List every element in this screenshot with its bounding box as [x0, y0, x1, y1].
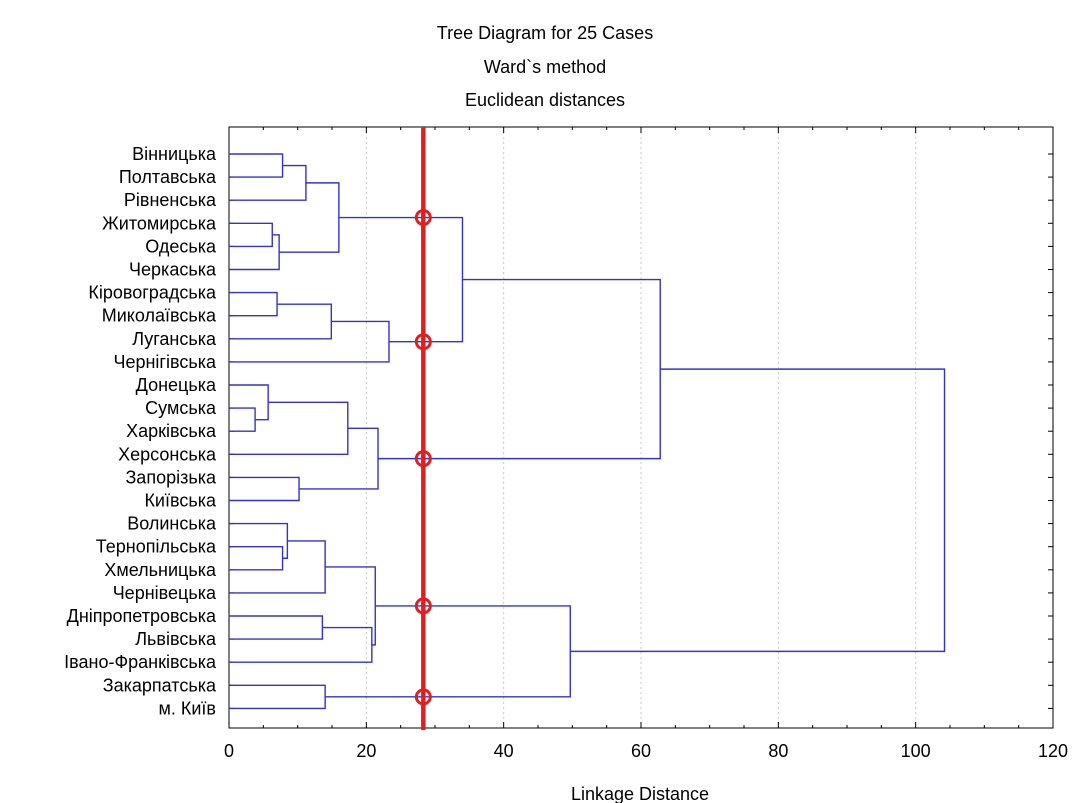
leaf-label-12: Харківська [126, 421, 217, 441]
branch-merge-23 [570, 368, 946, 653]
leaf-label-1: Полтавська [119, 167, 217, 187]
x-tick-label-5: 100 [901, 741, 931, 761]
branch-merge-22 [325, 605, 571, 698]
leaf-label-11: Сумська [145, 398, 217, 418]
x-tick-label-4: 80 [768, 741, 788, 761]
leaf-label-18: Хмельницька [104, 560, 217, 580]
leaf-label-0: Вінницька [132, 144, 217, 164]
branch-merge-21 [229, 684, 326, 710]
branch-merge-16 [229, 522, 289, 559]
dendrogram-branches [229, 153, 946, 710]
x-tick-label-6: 120 [1038, 741, 1068, 761]
branch-merge-6 [229, 303, 333, 340]
branch-merge-1 [229, 164, 307, 201]
branch-merge-14 [378, 278, 661, 460]
leaf-label-7: Миколаївська [102, 306, 217, 326]
branch-merge-17 [229, 540, 326, 594]
cut-marker-2 [414, 450, 432, 468]
chart-title: Tree Diagram for 25 Cases [437, 23, 653, 43]
leaf-label-4: Одеська [145, 236, 217, 256]
branch-merge-0 [229, 153, 284, 178]
leaf-label-6: Кіровоградська [88, 283, 217, 303]
branch-merge-7 [229, 320, 390, 363]
leaf-label-20: Дніпропетровська [67, 606, 217, 626]
branch-merge-9 [229, 407, 256, 432]
x-tick-label-3: 60 [631, 741, 651, 761]
x-axis: 0 20 40 60 80 100 120 [224, 127, 1068, 761]
leaf-label-19: Чернівецька [113, 583, 217, 603]
branch-merge-11 [229, 401, 349, 455]
branch-merge-20 [325, 566, 376, 646]
cut-marker-4 [414, 688, 432, 706]
leaf-label-15: Київська [144, 491, 217, 511]
branch-merge-10 [229, 384, 269, 421]
branch-merge-5 [229, 291, 278, 317]
leaf-label-21: Львівська [135, 629, 217, 649]
x-tick-label-2: 40 [494, 741, 514, 761]
cut-marker-0 [414, 209, 432, 227]
chart-subtitle-distance: Euclidean distances [465, 90, 625, 110]
branch-merge-12 [229, 476, 300, 502]
cut-marker-1 [414, 333, 432, 351]
leaf-label-13: Херсонська [118, 444, 217, 464]
leaf-labels: Вінницька Полтавська Рівненська Житомирська… [64, 144, 217, 718]
cut-marker-3 [414, 597, 432, 615]
leaf-label-24: м. Київ [159, 698, 216, 718]
x-axis-title: Linkage Distance [571, 784, 709, 803]
leaf-label-23: Закарпатська [103, 675, 217, 695]
leaf-label-5: Черкаська [129, 260, 217, 280]
leaf-label-3: Житомирська [102, 213, 217, 233]
x-tick-label-1: 20 [356, 741, 376, 761]
branch-merge-18 [229, 615, 324, 640]
leaf-label-10: Донецька [136, 375, 217, 395]
leaf-label-9: Чернігівська [113, 352, 217, 372]
leaf-label-14: Запорізька [125, 467, 217, 487]
branch-merge-4 [279, 182, 340, 253]
branch-merge-15 [229, 546, 284, 571]
x-tick-label-0: 0 [224, 741, 234, 761]
branch-merge-8 [338, 216, 464, 343]
cut-line-group [414, 127, 432, 730]
branch-merge-2 [229, 222, 273, 248]
leaf-label-8: Луганська [132, 329, 217, 349]
leaf-label-22: Івано-Франківська [64, 652, 217, 672]
branch-merge-19 [229, 626, 373, 663]
leaf-label-16: Волинська [127, 514, 217, 534]
chart-titles: Tree Diagram for 25 Cases Ward`s method … [437, 23, 653, 110]
leaf-label-2: Рівненська [124, 190, 217, 210]
leaf-label-17: Тернопільська [96, 537, 217, 557]
chart-subtitle-method: Ward`s method [484, 57, 606, 77]
